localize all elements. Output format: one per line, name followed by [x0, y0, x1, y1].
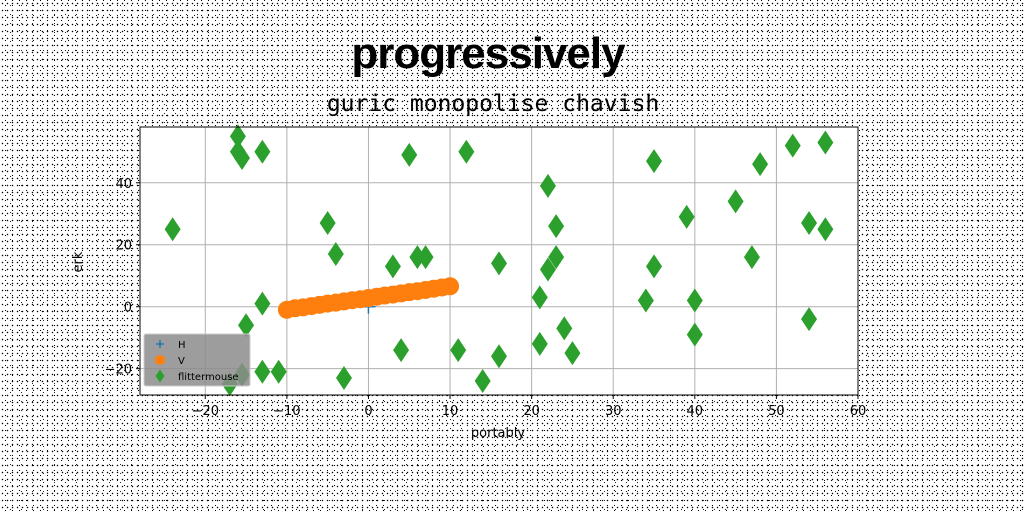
- plot-frame: [139, 126, 859, 396]
- series-flittermouse-point: [646, 149, 663, 174]
- y-axis-label: erk: [71, 251, 86, 272]
- series-flittermouse-point: [784, 133, 801, 158]
- series-flittermouse-point: [335, 365, 352, 390]
- x-tick-label: 10: [442, 404, 459, 419]
- series-flittermouse-point: [238, 313, 255, 338]
- series-h-point: [156, 340, 164, 348]
- series-flittermouse-point: [548, 245, 565, 270]
- series-flittermouse-point: [384, 254, 401, 279]
- series-flittermouse-point: [556, 316, 573, 341]
- series-flittermouse-point: [531, 331, 548, 356]
- series-flittermouse-point: [686, 322, 703, 347]
- series-flittermouse-point: [233, 145, 250, 170]
- x-tick-label: 60: [850, 404, 867, 419]
- data-marks: [164, 124, 834, 397]
- legend-entry-label: flittermouse: [178, 372, 239, 383]
- x-tick-label: 0: [364, 404, 372, 419]
- x-tick-label: −20: [192, 404, 219, 419]
- series-flittermouse-point: [531, 285, 548, 310]
- series-flittermouse-point: [564, 341, 581, 366]
- series-flittermouse-point: [474, 369, 491, 394]
- series-flittermouse-point: [409, 245, 426, 270]
- series-flittermouse-point: [646, 254, 663, 279]
- series-flittermouse-point: [539, 173, 556, 198]
- series-flittermouse-point: [417, 245, 434, 270]
- x-tick-label: 40: [687, 404, 704, 419]
- series-flittermouse-point: [254, 291, 271, 316]
- series-flittermouse-point: [817, 130, 834, 155]
- series-flittermouse-point: [817, 217, 834, 242]
- y-tick-label: 0: [124, 301, 132, 316]
- series-v-point: [441, 277, 460, 296]
- series-flittermouse-point: [637, 288, 654, 313]
- series-flittermouse-point: [254, 359, 271, 384]
- chart-subtitle: guric monopolise chavish: [327, 91, 659, 117]
- series-v-point: [155, 355, 165, 365]
- series-flittermouse-point: [164, 217, 181, 242]
- legend-entry-label: V: [178, 356, 185, 367]
- series-flittermouse-point: [491, 344, 507, 369]
- series-flittermouse-point: [678, 204, 695, 229]
- series-flittermouse-point: [727, 189, 744, 214]
- series-flittermouse-point: [401, 142, 418, 167]
- x-tick-label: −10: [273, 404, 300, 419]
- series-flittermouse-point: [539, 257, 556, 282]
- x-tick-label: 30: [605, 404, 622, 419]
- series-flittermouse-point: [752, 152, 769, 177]
- series-flittermouse-point: [393, 338, 410, 363]
- x-tick-label: 20: [523, 404, 540, 419]
- series-flittermouse-point: [548, 214, 565, 239]
- axis-ticks: −20 −10 0 10 20 30 40 50 60 −20 0 20 40: [105, 177, 867, 419]
- series-flittermouse-point: [743, 245, 760, 270]
- chart-title: progressively: [351, 29, 626, 78]
- series-flittermouse-point: [491, 251, 507, 276]
- series-flittermouse-point: [229, 124, 246, 149]
- series-flittermouse-point: [801, 211, 818, 236]
- series-flittermouse-point: [155, 369, 165, 383]
- series-flittermouse-point: [327, 242, 344, 267]
- x-tick-label: 50: [768, 404, 785, 419]
- legend-entry-label: H: [178, 340, 186, 351]
- y-tick-label: 20: [115, 239, 132, 254]
- series-flittermouse-point: [801, 307, 818, 332]
- series-flittermouse-point: [270, 359, 287, 384]
- series-flittermouse-point: [450, 338, 467, 363]
- series-flittermouse-point: [686, 288, 703, 313]
- y-tick-label: −20: [105, 363, 132, 378]
- series-flittermouse-point: [319, 211, 336, 236]
- legend-box: [143, 333, 251, 387]
- series-flittermouse-point: [458, 139, 475, 164]
- x-axis-label: portably: [471, 426, 525, 441]
- series-flittermouse-point: [254, 139, 271, 164]
- y-tick-label: 40: [115, 177, 132, 192]
